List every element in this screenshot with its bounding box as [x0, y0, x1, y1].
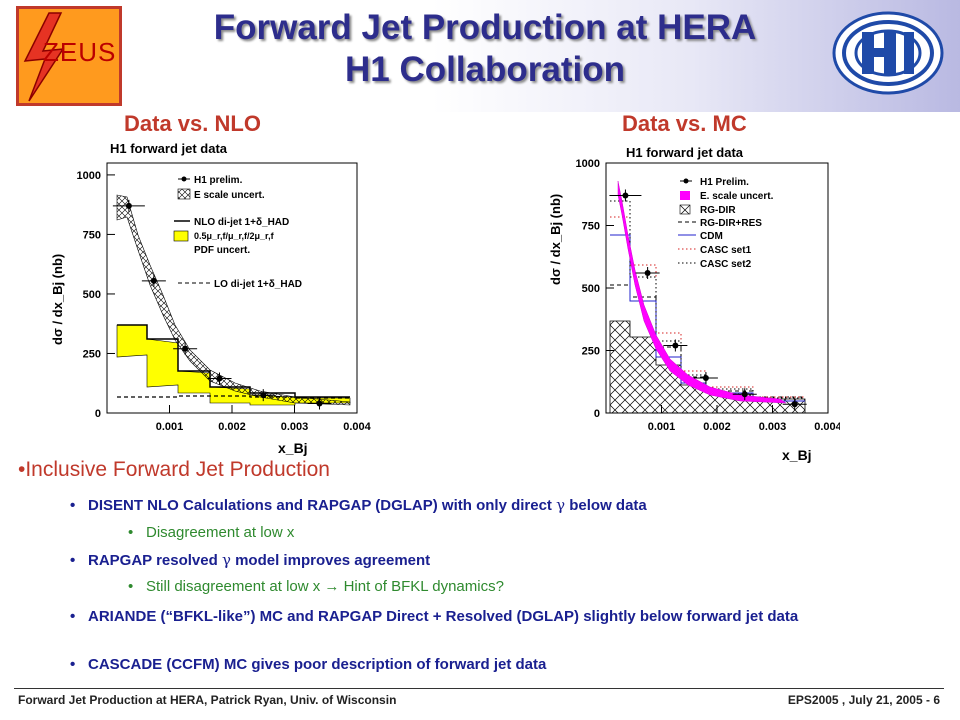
y-tick-label: 250: [83, 348, 101, 360]
x-tick-label: 0.004: [814, 421, 840, 433]
left-legend-marker-dot: [181, 176, 187, 182]
left-legend-label: PDF uncert.: [194, 245, 250, 256]
left-chart-title: H1 forward jet data: [110, 141, 228, 156]
left-legend-label: NLO di-jet 1+δ_HAD: [194, 217, 289, 228]
footer-right: EPS2005 , July 21, 2005 - 6: [787, 693, 940, 707]
x-tick-label: 0.001: [648, 421, 676, 433]
left-legend-swatch: [173, 230, 189, 242]
right-legend-label: H1 Prelim.: [700, 177, 749, 188]
right-legend-label: RG-DIR: [700, 205, 736, 216]
sub-bullet-bfkl-hint: Still disagreement at low x → Hint of BF…: [128, 578, 504, 595]
bullet-heading: •Inclusive Forward Jet Production: [18, 458, 330, 481]
data-point: [150, 277, 157, 284]
bullet-disent: DISENT NLO Calculations and RAPGAP (DGLA…: [70, 496, 918, 515]
data-point: [672, 342, 679, 349]
right-legend-label: CDM: [700, 231, 723, 242]
footer-left: Forward Jet Production at HERA, Patrick …: [18, 693, 397, 707]
rg-dir-histogram: [609, 320, 806, 414]
gamma-symbol: γ: [221, 551, 231, 569]
right-plot-heading: Data vs. MC: [622, 111, 747, 136]
nlo-scale-band: [116, 324, 351, 406]
data-point: [791, 401, 798, 408]
y-tick-label: 500: [582, 283, 600, 295]
x-tick-label: 0.003: [281, 421, 309, 433]
page-title: Forward Jet Production at HERA: [213, 8, 757, 47]
mc-e-scale-band: [617, 180, 787, 404]
data-point: [644, 270, 651, 276]
data-point: [125, 202, 132, 209]
data-point: [260, 392, 267, 399]
data-point: [622, 192, 629, 199]
right-legend: H1 Prelim. E. scale uncert. RG-DIR RG-DI…: [678, 177, 774, 270]
left-x-axis-label: x_Bj: [278, 440, 308, 456]
left-y-axis-label: dσ / dx_Bj (nb): [50, 254, 65, 345]
bullet-disent-text: DISENT NLO Calculations and RAPGAP (DGLA…: [88, 497, 552, 514]
left-legend-label: 0.5μ_r,f/μ_r,f/2μ_r,f: [194, 231, 275, 241]
sub-bullet-bfkl-text: Still disagreement at low x: [146, 578, 321, 595]
y-tick-label: 500: [83, 289, 101, 301]
x-tick-label: 0.002: [218, 421, 246, 433]
right-legend-label: E. scale uncert.: [700, 191, 774, 202]
header-band: [0, 0, 960, 112]
nlo-line: [117, 324, 350, 398]
bullet-rapgap-text: RAPGAP resolved: [88, 552, 218, 569]
y-tick-label: 0: [594, 408, 600, 420]
right-legend-label: RG-DIR+RES: [700, 218, 762, 229]
left-legend-swatch: [177, 188, 191, 200]
zeus-logo-text: ZEUS: [43, 37, 117, 67]
x-tick-label: 0.004: [343, 421, 371, 433]
casc-set2-line: [610, 200, 805, 399]
x-tick-label: 0.002: [703, 421, 731, 433]
y-tick-label: 0: [95, 408, 101, 420]
left-legend: H1 prelim. E scale uncert. NLO di-jet 1+…: [173, 175, 302, 290]
bullet-disent-tail: below data: [569, 497, 647, 514]
right-legend-swatch: [680, 191, 690, 200]
arrow-right-icon: →: [324, 578, 340, 595]
bullet-cascade: CASCADE (CCFM) MC gives poor description…: [70, 655, 918, 674]
data-point: [216, 375, 223, 382]
footer-divider: [14, 688, 944, 689]
y-tick-label: 1000: [576, 158, 600, 170]
zeus-logo: ZEUS: [16, 6, 122, 106]
lo-line: [117, 395, 350, 399]
right-chart: H1 forward jet data dσ / dx_Bj (nb) x_Bj…: [548, 145, 840, 463]
left-legend-label: H1 prelim.: [194, 175, 243, 186]
right-x-axis-label: x_Bj: [782, 447, 812, 463]
x-tick-label: 0.003: [759, 421, 787, 433]
right-chart-title: H1 forward jet data: [626, 145, 744, 160]
data-point: [316, 400, 323, 407]
gamma-symbol: γ: [556, 496, 566, 514]
left-plot-heading: Data vs. NLO: [124, 111, 261, 136]
bullet-rapgap-resolved: RAPGAP resolved γ model improves agreeme…: [70, 551, 918, 570]
data-point: [702, 375, 709, 381]
left-chart: H1 forward jet data dσ / dx_Bj (nb) x_Bj…: [50, 141, 372, 456]
page-subtitle: H1 Collaboration: [344, 50, 626, 89]
y-tick-label: 1000: [77, 170, 101, 182]
right-legend-label: CASC set1: [700, 245, 752, 256]
sub-bullet-bfkl-tail: Hint of BFKL dynamics?: [343, 578, 504, 595]
h1-logo: [832, 11, 944, 95]
sub-bullet-disagreement: Disagreement at low x: [128, 524, 294, 541]
right-legend-marker-dot: [683, 178, 689, 184]
y-tick-label: 750: [582, 221, 600, 233]
lightning-icon: [23, 12, 65, 102]
e-scale-band: [116, 194, 351, 406]
right-legend-label: CASC set2: [700, 259, 752, 270]
bullet-rapgap-tail: model improves agreement: [235, 552, 431, 569]
y-tick-label: 250: [582, 346, 600, 358]
x-tick-label: 0.001: [156, 421, 184, 433]
y-tick-label: 750: [83, 229, 101, 241]
left-legend-label: LO di-jet 1+δ_HAD: [214, 279, 302, 290]
data-point: [182, 345, 189, 352]
data-point: [741, 391, 748, 398]
bullet-ariande: ARIANDE (“BFKL-like”) MC and RAPGAP Dire…: [70, 607, 918, 626]
left-legend-label: E scale uncert.: [194, 190, 265, 201]
right-legend-swatch: [679, 204, 691, 215]
right-y-axis-label: dσ / dx_Bj (nb): [548, 194, 563, 285]
